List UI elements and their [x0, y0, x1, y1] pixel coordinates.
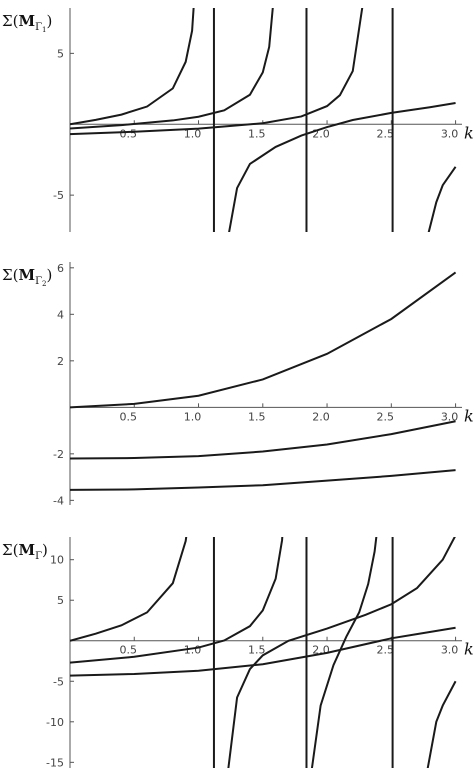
curve — [70, 626, 456, 677]
y-tick-label: 5 — [57, 47, 64, 60]
x-tick-label: 0.5 — [120, 410, 138, 423]
y-axis-label-sub: Γ — [35, 551, 42, 562]
y-axis-label-open: Σ( — [2, 12, 18, 30]
x-tick-label: 1.5 — [248, 410, 266, 423]
x-tick-label: 1.0 — [184, 127, 202, 140]
x-tick-label: 1.5 — [248, 127, 266, 140]
x-tick-label: 0.5 — [120, 644, 138, 657]
y-axis-label-symbol: M — [18, 12, 35, 30]
curve — [70, 420, 456, 460]
y-axis-label-close: ) — [47, 12, 53, 30]
plot-area — [70, 8, 457, 232]
x-axis-label: k — [464, 406, 474, 425]
y-axis-label-symbol: M — [18, 266, 35, 284]
curve — [427, 166, 457, 232]
y-tick-label: -4 — [53, 494, 64, 507]
curve — [70, 8, 274, 130]
x-tick-label: 3.0 — [441, 644, 459, 657]
y-tick-label: -5 — [53, 189, 64, 202]
x-tick-label: 1.5 — [248, 644, 266, 657]
x-axis-label: k — [464, 123, 474, 142]
curve — [228, 102, 456, 232]
curve — [426, 680, 457, 768]
curve — [70, 469, 456, 491]
plot-area — [70, 271, 457, 491]
y-axis-label-symbol: M — [18, 541, 35, 559]
y-tick-label: 6 — [57, 262, 64, 275]
y-tick-label: 10 — [50, 554, 64, 567]
y-axis-label-open: Σ( — [2, 266, 18, 284]
y-axis-label-subsub: 2 — [42, 280, 46, 288]
curve — [70, 8, 364, 136]
y-axis-label-sub: Γ — [35, 22, 42, 33]
curve — [70, 537, 188, 642]
curve — [227, 537, 456, 768]
x-tick-label: 1.0 — [184, 410, 202, 423]
y-axis-label-close: ) — [42, 541, 48, 559]
y-axis-label-sub: Γ — [35, 276, 42, 287]
y-axis-label-subsub: 1 — [42, 26, 46, 34]
x-tick-label: 3.0 — [441, 410, 459, 423]
y-tick-label: -2 — [53, 448, 64, 461]
y-axis-label: Σ(MΓ1) — [2, 12, 52, 34]
x-tick-label: 2.5 — [377, 410, 395, 423]
panel: 0.5 1.0 1.5 2.0 2.5 3.05-5Σ(MΓ1)k — [2, 8, 474, 232]
y-axis-label-close: ) — [47, 266, 53, 284]
x-tick-label: 2.5 — [377, 127, 395, 140]
x-axis-label: k — [464, 640, 474, 659]
plot-area — [70, 537, 457, 768]
y-axis-label: Σ(MΓ) — [2, 541, 48, 562]
y-tick-label: 4 — [57, 308, 64, 321]
y-axis-label-open: Σ( — [2, 541, 18, 559]
curve — [70, 537, 284, 664]
y-tick-label: -15 — [46, 756, 64, 769]
x-tick-label: 2.0 — [312, 410, 330, 423]
curve — [310, 537, 378, 768]
y-tick-label: 5 — [57, 594, 64, 607]
x-tick-label: 3.0 — [441, 127, 459, 140]
curve — [70, 271, 457, 409]
y-tick-label: 2 — [57, 355, 64, 368]
y-tick-label: -5 — [53, 675, 64, 688]
y-tick-label: -10 — [46, 716, 64, 729]
x-tick-label: 0.5 — [120, 127, 138, 140]
curve — [70, 8, 195, 126]
x-tick-label: 2.5 — [377, 644, 395, 657]
y-axis-label: Σ(MΓ2) — [2, 266, 52, 288]
